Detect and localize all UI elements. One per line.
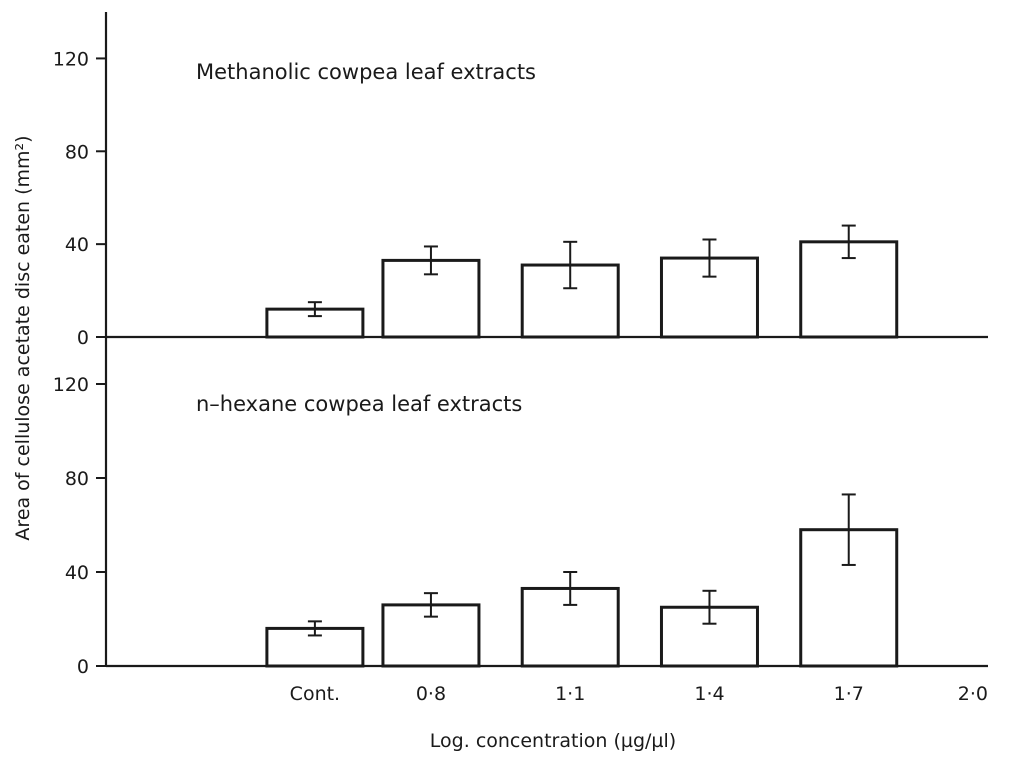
y-tick-label: 0 <box>77 327 89 349</box>
y-tick-label: 80 <box>65 468 89 490</box>
bar <box>265 626 365 668</box>
y-tick-label: 80 <box>65 141 89 163</box>
x-tick-label: Cont. <box>290 683 340 705</box>
y-tick-label: 120 <box>53 48 89 70</box>
y-axis-title: Area of cellulose acetate disc eaten (mm… <box>12 135 34 540</box>
y-tick-label: 120 <box>53 374 89 396</box>
y-tick-label: 0 <box>77 656 89 678</box>
panel-2: 0 40 80 120 n–hexane cowpea leaf extracts <box>53 374 988 678</box>
panel-title: Methanolic cowpea leaf extracts <box>196 60 536 84</box>
x-tick-label: 1·4 <box>694 683 724 705</box>
x-tick-label: 1·1 <box>555 683 585 705</box>
x-tick-label: 2·0 <box>958 683 988 705</box>
x-axis-title: Log. concentration (µg/µl) <box>430 730 676 752</box>
panel-1: 0 40 80 120 Methanolic cowpea leaf extracts <box>53 48 988 349</box>
y-tick-label: 40 <box>65 562 89 584</box>
y-tick-label: 40 <box>65 234 89 256</box>
panel-title: n–hexane cowpea leaf extracts <box>196 392 522 416</box>
x-tick-label: 1·7 <box>834 683 864 705</box>
x-tick-label: 0·8 <box>416 683 446 705</box>
